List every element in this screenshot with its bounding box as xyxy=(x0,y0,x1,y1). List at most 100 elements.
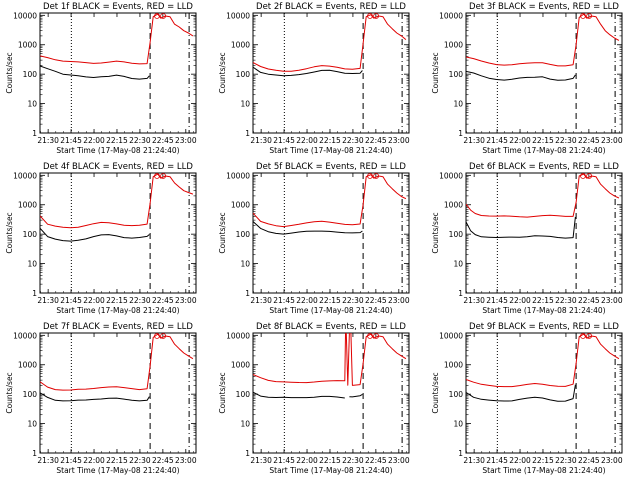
y-tick-label: 10 xyxy=(453,100,463,109)
series-lld xyxy=(466,333,620,388)
y-tick-label: 1000 xyxy=(231,361,250,370)
plot-frame xyxy=(39,172,197,294)
x-tick-label: 22:45 xyxy=(365,296,387,305)
attenuator-marker xyxy=(373,173,380,179)
x-tick-label: 21:30 xyxy=(250,296,272,305)
x-tick-label: 22:45 xyxy=(365,456,387,465)
attenuator-marker xyxy=(367,173,373,179)
y-tick-label: 10000 xyxy=(13,171,37,180)
series-events xyxy=(466,70,576,81)
y-tick-label: 10 xyxy=(240,100,250,109)
panel-title: Det 5f BLACK = Events, RED = LLD xyxy=(256,162,406,172)
y-tick-label: 100 xyxy=(449,230,464,239)
y-tick-label: 1000 xyxy=(444,201,463,210)
attenuator-marker xyxy=(160,13,167,19)
y-tick-label: 1000 xyxy=(444,41,463,50)
series-events xyxy=(40,227,150,242)
y-tick-label: 1 xyxy=(32,449,37,458)
x-tick-label: 23:00 xyxy=(601,136,623,145)
attenuator-marker xyxy=(367,13,373,19)
series-group xyxy=(40,13,194,80)
y-tick-label: 1 xyxy=(458,289,463,298)
y-tick-label: 1000 xyxy=(18,361,37,370)
series-group xyxy=(40,333,194,402)
attenuator-marker xyxy=(586,173,593,179)
series-events xyxy=(466,216,576,239)
x-tick-label: 22:45 xyxy=(578,136,600,145)
y-tick-label: 1 xyxy=(245,449,250,458)
attenuator-marker xyxy=(367,333,373,339)
y-tick-label: 10 xyxy=(453,420,463,429)
series-lld xyxy=(253,14,407,72)
x-tick-label: 21:45 xyxy=(60,296,82,305)
plot-frame xyxy=(39,12,197,134)
series-events xyxy=(40,392,150,402)
y-tick-label: 10000 xyxy=(226,331,250,340)
panel-title: Det 6f BLACK = Events, RED = LLD xyxy=(469,162,619,172)
plot-frame xyxy=(252,172,410,294)
x-tick-label: 22:45 xyxy=(365,136,387,145)
x-tick-label: 23:00 xyxy=(175,456,197,465)
x-tick-label: 22:00 xyxy=(83,296,105,305)
y-tick-label: 10000 xyxy=(13,11,37,20)
plot-frame xyxy=(465,12,623,134)
plot-frame xyxy=(252,332,410,454)
x-tick-label: 22:15 xyxy=(532,136,554,145)
y-tick-label: 100 xyxy=(449,390,464,399)
x-tick-label: 22:00 xyxy=(83,136,105,145)
series-events xyxy=(253,221,363,235)
y-axis-label: Counts/sec xyxy=(218,212,227,253)
attenuator-marker xyxy=(154,13,160,19)
y-tick-label: 10000 xyxy=(13,331,37,340)
series-lld xyxy=(40,333,194,391)
x-tick-label: 22:45 xyxy=(578,296,600,305)
y-tick-label: 1 xyxy=(458,449,463,458)
x-tick-label: 23:00 xyxy=(388,456,410,465)
panel-title: Det 9f BLACK = Events, RED = LLD xyxy=(469,322,619,332)
plot-frame xyxy=(465,332,623,454)
y-tick-label: 1000 xyxy=(18,201,37,210)
x-tick-label: 21:45 xyxy=(486,136,508,145)
y-axis-label: Counts/sec xyxy=(5,212,14,253)
y-tick-label: 10 xyxy=(240,260,250,269)
series-group xyxy=(253,333,407,399)
series-lld xyxy=(253,174,407,228)
y-tick-label: 100 xyxy=(23,70,38,79)
y-tick-label: 10000 xyxy=(439,331,463,340)
series-lld xyxy=(466,173,620,218)
x-axis-label: Start Time (17-May-08 21:24:40) xyxy=(482,146,605,155)
y-axis-label: Counts/sec xyxy=(218,372,227,413)
panel-7: Det 7f BLACK = Events, RED = LLD 1 10 100 10… xyxy=(5,322,197,475)
series-group xyxy=(466,13,620,81)
x-tick-label: 22:00 xyxy=(83,456,105,465)
x-axis-label: Start Time (17-May-08 21:24:40) xyxy=(482,466,605,475)
x-tick-label: 22:15 xyxy=(106,136,128,145)
x-tick-label: 22:00 xyxy=(509,296,531,305)
x-tick-label: 22:15 xyxy=(532,456,554,465)
y-tick-label: 1000 xyxy=(444,361,463,370)
x-tick-label: 21:45 xyxy=(486,456,508,465)
panel-8: Det 8f BLACK = Events, RED = LLD 1 10 100 10… xyxy=(218,322,410,475)
x-tick-label: 22:15 xyxy=(319,456,341,465)
x-tick-label: 23:00 xyxy=(388,296,410,305)
x-tick-label: 22:30 xyxy=(555,456,577,465)
series-events xyxy=(253,66,363,77)
x-tick-label: 22:00 xyxy=(509,456,531,465)
panel-title: Det 8f BLACK = Events, RED = LLD xyxy=(256,322,406,332)
x-tick-label: 21:30 xyxy=(463,296,485,305)
x-tick-label: 22:15 xyxy=(532,296,554,305)
panel-6: Det 6f BLACK = Events, RED = LLD 1 10 100 10… xyxy=(431,162,623,315)
x-tick-label: 21:30 xyxy=(250,456,272,465)
x-axis-label: Start Time (17-May-08 21:24:40) xyxy=(482,306,605,315)
y-tick-label: 1000 xyxy=(231,201,250,210)
x-tick-label: 22:45 xyxy=(152,136,174,145)
series-group xyxy=(40,173,194,242)
x-tick-label: 21:45 xyxy=(486,296,508,305)
y-axis-label: Counts/sec xyxy=(431,372,440,413)
y-tick-label: 1 xyxy=(245,129,250,138)
x-tick-label: 22:45 xyxy=(152,296,174,305)
x-tick-label: 23:00 xyxy=(388,136,410,145)
attenuator-marker xyxy=(580,173,586,179)
y-tick-label: 100 xyxy=(236,390,251,399)
x-axis-label: Start Time (17-May-08 21:24:40) xyxy=(56,146,179,155)
